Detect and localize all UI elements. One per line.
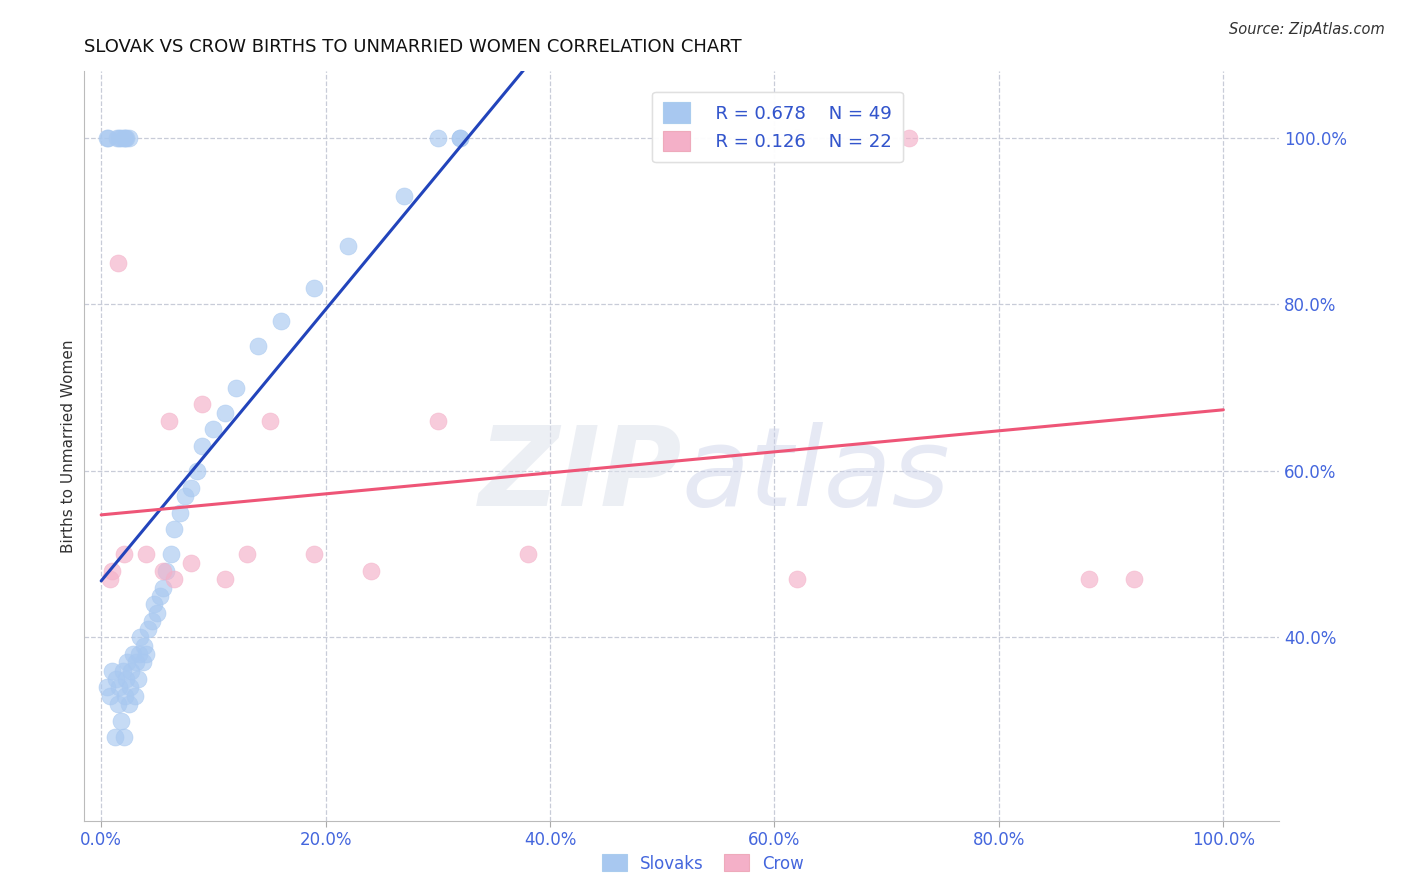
Point xyxy=(180,556,202,570)
Point xyxy=(108,681,131,695)
Point xyxy=(898,131,921,145)
Point xyxy=(112,547,135,561)
Point xyxy=(426,414,449,428)
Point xyxy=(104,731,127,745)
Point xyxy=(180,481,202,495)
Point xyxy=(135,647,157,661)
Text: atlas: atlas xyxy=(682,423,950,530)
Point xyxy=(304,547,326,561)
Point xyxy=(107,256,129,270)
Point xyxy=(96,131,118,145)
Point xyxy=(449,131,471,145)
Point xyxy=(163,522,186,536)
Point xyxy=(128,647,150,661)
Point xyxy=(225,381,247,395)
Point xyxy=(516,547,538,561)
Text: Source: ZipAtlas.com: Source: ZipAtlas.com xyxy=(1229,22,1385,37)
Point xyxy=(104,672,127,686)
Point xyxy=(392,189,415,203)
Point xyxy=(101,664,124,678)
Point xyxy=(426,131,449,145)
Point xyxy=(101,564,124,578)
Point xyxy=(449,131,471,145)
Point xyxy=(115,672,138,686)
Point xyxy=(202,422,225,436)
Point xyxy=(118,697,141,711)
Point xyxy=(214,406,236,420)
Point xyxy=(129,631,152,645)
Point xyxy=(118,131,141,145)
Point xyxy=(97,131,120,145)
Point xyxy=(114,689,136,703)
Point xyxy=(136,622,159,636)
Point xyxy=(124,689,146,703)
Point xyxy=(1077,572,1099,586)
Point xyxy=(152,581,174,595)
Point xyxy=(169,506,191,520)
Y-axis label: Births to Unmarried Women: Births to Unmarried Women xyxy=(60,339,76,553)
Point xyxy=(142,597,165,611)
Point xyxy=(110,131,132,145)
Point xyxy=(146,606,169,620)
Point xyxy=(105,131,128,145)
Point xyxy=(111,664,134,678)
Point xyxy=(110,714,132,728)
Point xyxy=(159,547,181,561)
Point xyxy=(114,131,136,145)
Point xyxy=(191,439,214,453)
Point xyxy=(163,572,186,586)
Point xyxy=(121,664,143,678)
Point xyxy=(247,339,270,353)
Text: SLOVAK VS CROW BIRTHS TO UNMARRIED WOMEN CORRELATION CHART: SLOVAK VS CROW BIRTHS TO UNMARRIED WOMEN… xyxy=(84,38,742,56)
Point xyxy=(270,314,292,328)
Point xyxy=(155,564,177,578)
Point xyxy=(141,614,163,628)
Point xyxy=(259,414,281,428)
Point xyxy=(786,572,808,586)
Point xyxy=(115,131,138,145)
Point xyxy=(1122,572,1144,586)
Point xyxy=(98,572,121,586)
Point xyxy=(107,697,129,711)
Point xyxy=(132,656,155,670)
Point xyxy=(191,397,214,411)
Point xyxy=(148,589,170,603)
Point xyxy=(127,672,149,686)
Point xyxy=(214,572,236,586)
Point xyxy=(236,547,259,561)
Point xyxy=(125,656,148,670)
Point xyxy=(108,131,131,145)
Point xyxy=(135,547,157,561)
Point xyxy=(98,689,121,703)
Legend:   R = 0.678    N = 49,   R = 0.126    N = 22: R = 0.678 N = 49, R = 0.126 N = 22 xyxy=(652,92,903,162)
Legend: Slovaks, Crow: Slovaks, Crow xyxy=(595,847,811,880)
Point xyxy=(157,414,180,428)
Point xyxy=(304,281,326,295)
Point xyxy=(96,681,118,695)
Point xyxy=(132,639,155,653)
Point xyxy=(112,731,135,745)
Point xyxy=(121,647,143,661)
Point xyxy=(360,564,382,578)
Point xyxy=(186,464,208,478)
Point xyxy=(120,681,142,695)
Point xyxy=(112,131,135,145)
Point xyxy=(115,656,138,670)
Point xyxy=(152,564,174,578)
Point xyxy=(174,489,197,503)
Text: ZIP: ZIP xyxy=(478,423,682,530)
Point xyxy=(337,239,360,253)
Point xyxy=(786,131,808,145)
